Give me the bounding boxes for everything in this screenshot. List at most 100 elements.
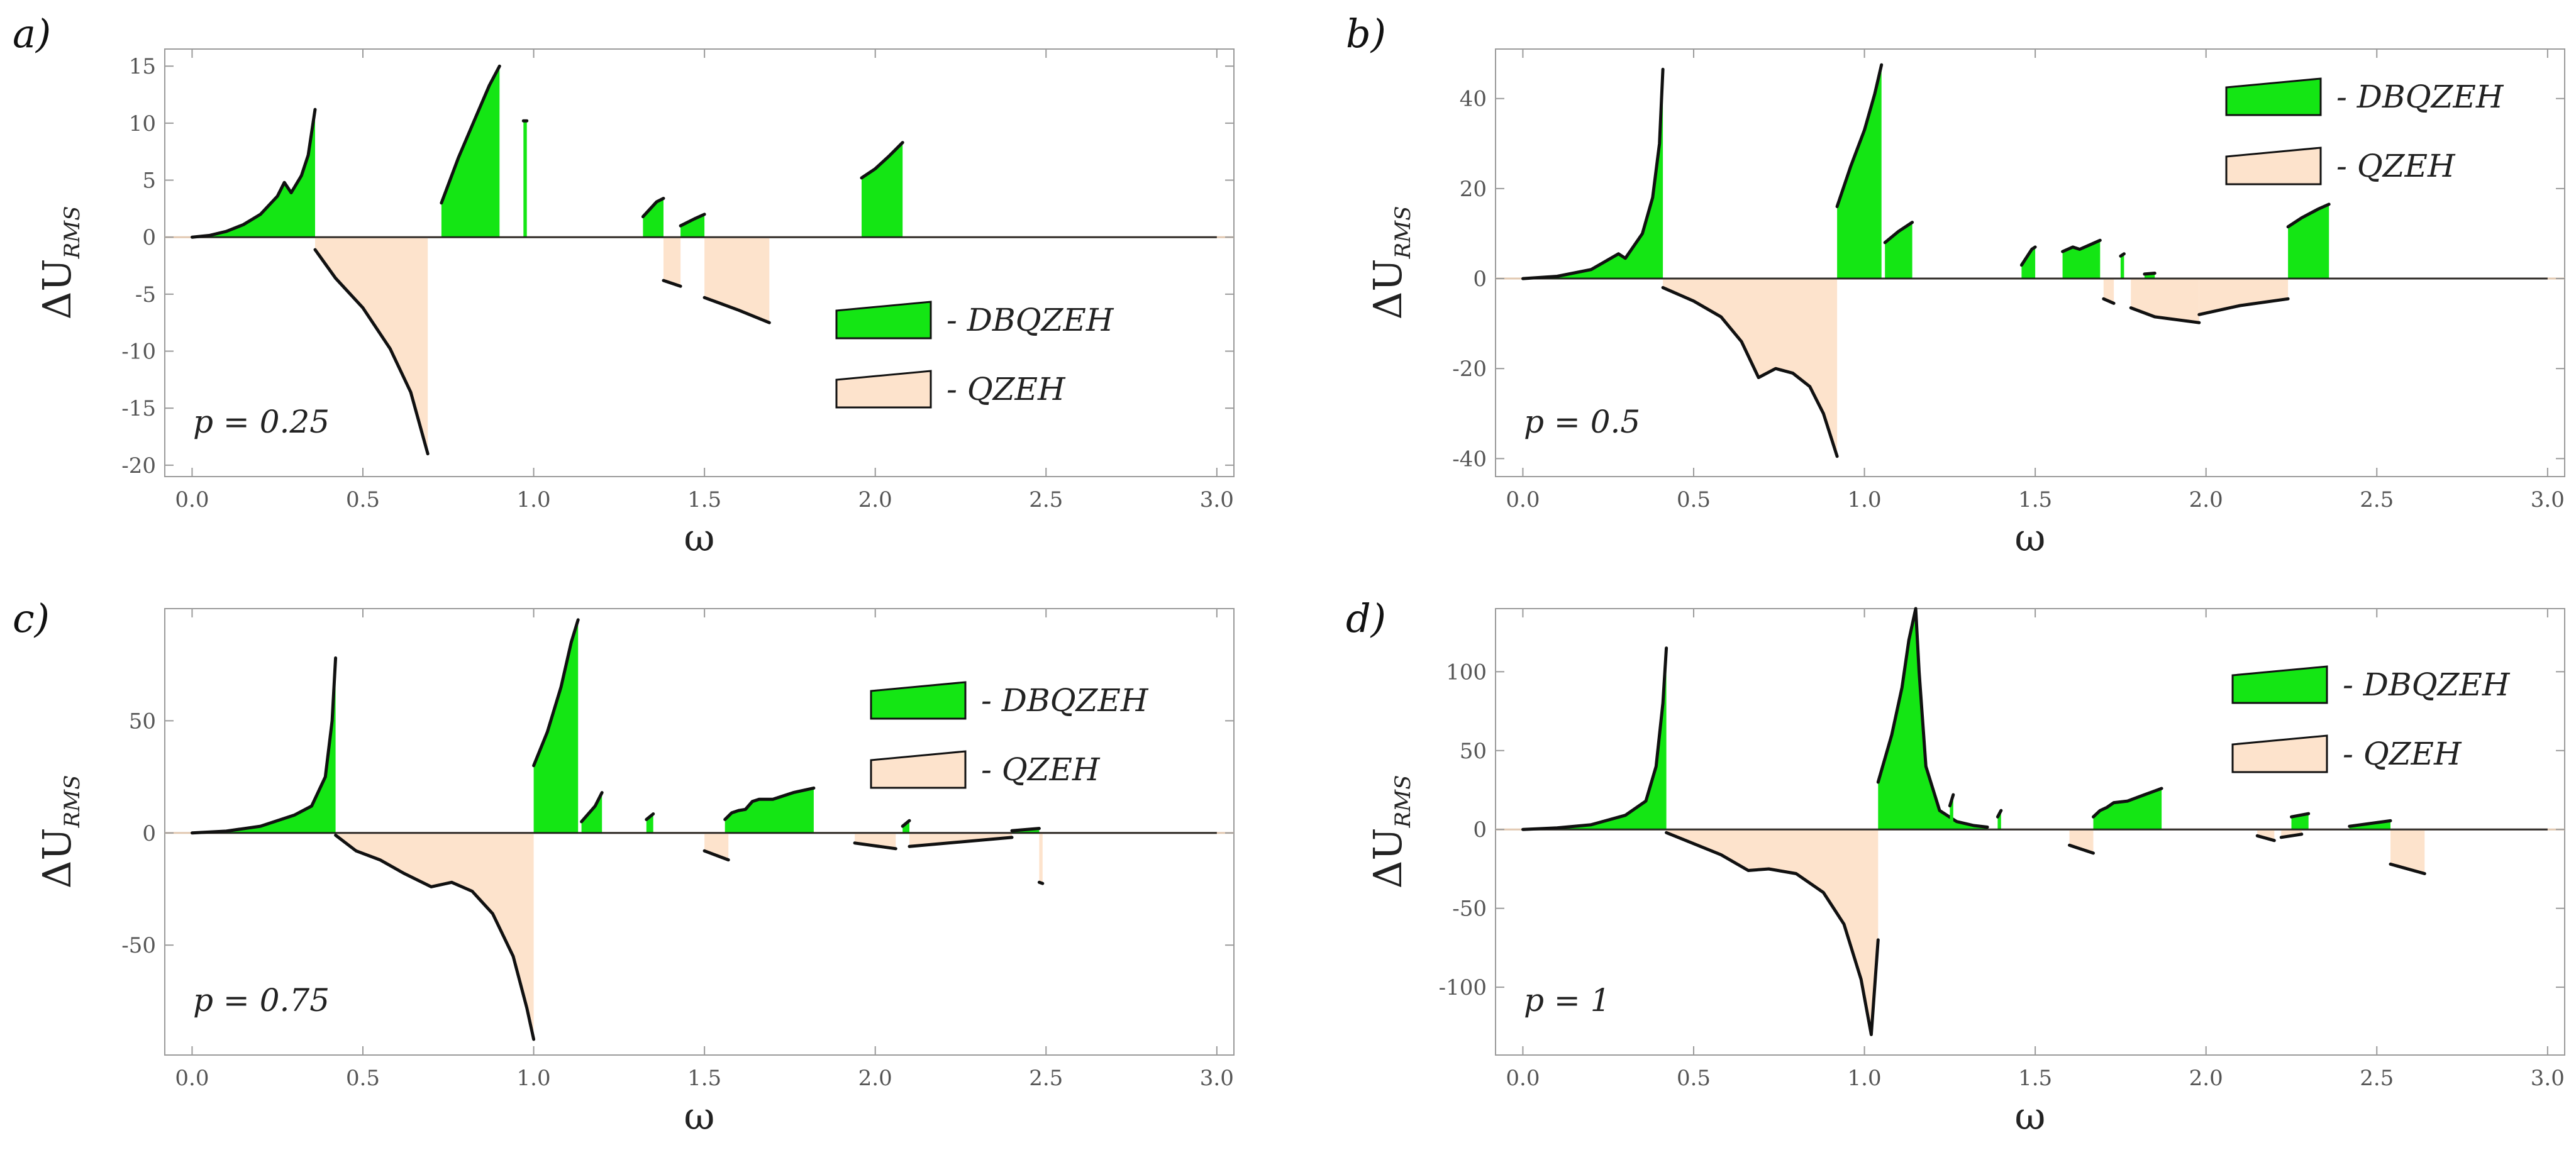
dbqzeh-curve <box>2348 819 2392 828</box>
dbqzeh-curve <box>1876 607 1989 829</box>
x-tick-label: 0.5 <box>1677 1066 1711 1091</box>
qzeh-area <box>1039 832 1043 884</box>
dbqzeh-curve <box>1883 221 1914 245</box>
plot-frame <box>1495 608 2565 1056</box>
x-tick-label: 0.5 <box>1677 487 1711 512</box>
x-tick-label: 0.0 <box>175 487 209 512</box>
qzeh-area <box>704 832 729 860</box>
dbqzeh-curve <box>1010 827 1041 832</box>
x-tick-label: 1.5 <box>687 487 721 512</box>
y-tick-label: -40 <box>1452 446 1487 472</box>
x-tick-label: 0.0 <box>175 1066 209 1091</box>
qzeh-area <box>663 237 681 287</box>
y-tick-label: -20 <box>121 453 156 478</box>
legend-swatch-dbqzeh <box>2231 665 2328 704</box>
legend-label-dbqzeh: - DBQZEH <box>981 682 1149 719</box>
parameter-annotation: p = 0.25 <box>193 404 330 440</box>
legend-swatch-qzeh <box>2225 146 2322 185</box>
panel-b: b) 0.0 0.5 1.0 1.5 2.0 2.5 3.0 40 20 0 -20 -40 ω ΔURMS… <box>1346 11 2565 560</box>
qzeh-curve <box>1037 880 1045 885</box>
y-axis-label-subscript: RMS <box>1391 775 1416 829</box>
qzeh-curve <box>2197 297 2290 316</box>
x-axis-label: ω <box>2015 1095 2046 1139</box>
y-axis-label: ΔURMS <box>34 206 85 320</box>
parameter-annotation: p = 0.5 <box>1524 404 1640 440</box>
dbqzeh-curve <box>860 141 904 180</box>
qzeh-area <box>704 237 770 323</box>
x-tick-label: 3.0 <box>2531 1066 2565 1091</box>
qzeh-curve <box>2279 832 2304 839</box>
legend-swatch-qzeh <box>870 750 967 789</box>
parameter-annotation: p = 1 <box>1524 982 1611 1019</box>
y-tick-label: 50 <box>1460 739 1487 764</box>
dbqzeh-area <box>2062 240 2101 279</box>
qzeh-area <box>2103 279 2114 304</box>
y-tick-label: 5 <box>142 169 156 194</box>
dbqzeh-curve <box>440 64 501 205</box>
x-tick-label: 2.0 <box>2189 1066 2223 1091</box>
dbqzeh-curve <box>723 786 816 821</box>
legend-swatch-qzeh <box>2231 734 2328 773</box>
qzeh-area <box>2069 829 2094 853</box>
dbqzeh-area <box>724 788 814 833</box>
qzeh-area <box>335 832 534 1039</box>
x-tick-label: 3.0 <box>1200 1066 1234 1091</box>
legend-swatch-dbqzeh <box>835 301 932 340</box>
dbqzeh-area <box>441 66 500 238</box>
dbqzeh-curve <box>645 812 655 821</box>
x-tick-label: 2.0 <box>858 1066 892 1091</box>
y-axis-label-subscript: RMS <box>60 775 85 829</box>
dbqzeh-curve <box>1521 67 1665 280</box>
y-axis-label: ΔURMS <box>1365 775 1416 889</box>
x-tick-label: 2.5 <box>2360 1066 2394 1091</box>
legend: - DBQZEH - QZEH <box>835 301 1114 409</box>
dbqzeh-curve <box>1948 793 1955 808</box>
x-tick-label: 1.0 <box>517 487 551 512</box>
legend-swatch-dbqzeh <box>870 681 967 720</box>
qzeh-area <box>855 832 896 849</box>
y-axis-label-main: ΔU <box>34 258 80 319</box>
qzeh-area <box>2199 279 2289 315</box>
y-axis-label: ΔURMS <box>34 775 85 889</box>
qzeh-curve <box>2389 862 2426 875</box>
y-tick-label: 20 <box>1460 177 1487 202</box>
x-axis-label: ω <box>684 516 715 560</box>
dbqzeh-area <box>1523 69 1663 279</box>
dbqzeh-area <box>1885 222 1913 279</box>
dbqzeh-curve <box>191 656 338 835</box>
y-tick-label: -100 <box>1439 975 1487 1000</box>
qzeh-curve <box>2102 297 2116 305</box>
x-tick-label: 0.5 <box>346 1066 380 1091</box>
y-tick-label: -50 <box>1452 897 1487 922</box>
dbqzeh-curve <box>679 213 706 228</box>
y-axis-label-subscript: RMS <box>60 206 85 260</box>
dbqzeh-curve <box>901 819 911 828</box>
x-tick-label: 3.0 <box>1200 487 1234 512</box>
dbqzeh-curve <box>2286 202 2331 229</box>
plot-frame <box>1495 48 2565 477</box>
panel-c: c) 0.0 0.5 1.0 1.5 2.0 2.5 3.0 50 0 -50 ω ΔURMS p = 0… <box>13 595 1235 1139</box>
qzeh-curve <box>2255 834 2276 843</box>
dbqzeh-curve <box>2092 787 2163 819</box>
x-tick-label: 2.0 <box>2189 487 2223 512</box>
dbqzeh-area <box>533 619 579 833</box>
dbqzeh-curve <box>2290 812 2311 819</box>
x-tick-label: 0.0 <box>1506 1066 1540 1091</box>
dbqzeh-area <box>2021 246 2036 279</box>
panel-d: d) 0.0 0.5 1.0 1.5 2.0 2.5 3.0 100 50 0 -50 -100 ω ΔUR… <box>1346 595 2565 1139</box>
x-tick-label: 1.0 <box>1848 1066 1882 1091</box>
qzeh-curve <box>2129 306 2201 324</box>
x-tick-label: 1.0 <box>517 1066 551 1091</box>
x-tick-label: 2.5 <box>1029 487 1063 512</box>
dbqzeh-area <box>680 214 705 238</box>
qzeh-curve <box>313 248 430 456</box>
x-tick-label: 2.5 <box>1029 1066 1063 1091</box>
y-tick-label: 40 <box>1460 87 1487 112</box>
dbqzeh-area <box>192 658 336 833</box>
qzeh-curve <box>334 833 536 1041</box>
panel-label: b) <box>1346 11 1386 57</box>
y-tick-label: 50 <box>129 709 156 734</box>
y-tick-label: -50 <box>121 933 156 958</box>
plot-frame <box>164 608 1235 1056</box>
panel-label: d) <box>1346 595 1386 641</box>
